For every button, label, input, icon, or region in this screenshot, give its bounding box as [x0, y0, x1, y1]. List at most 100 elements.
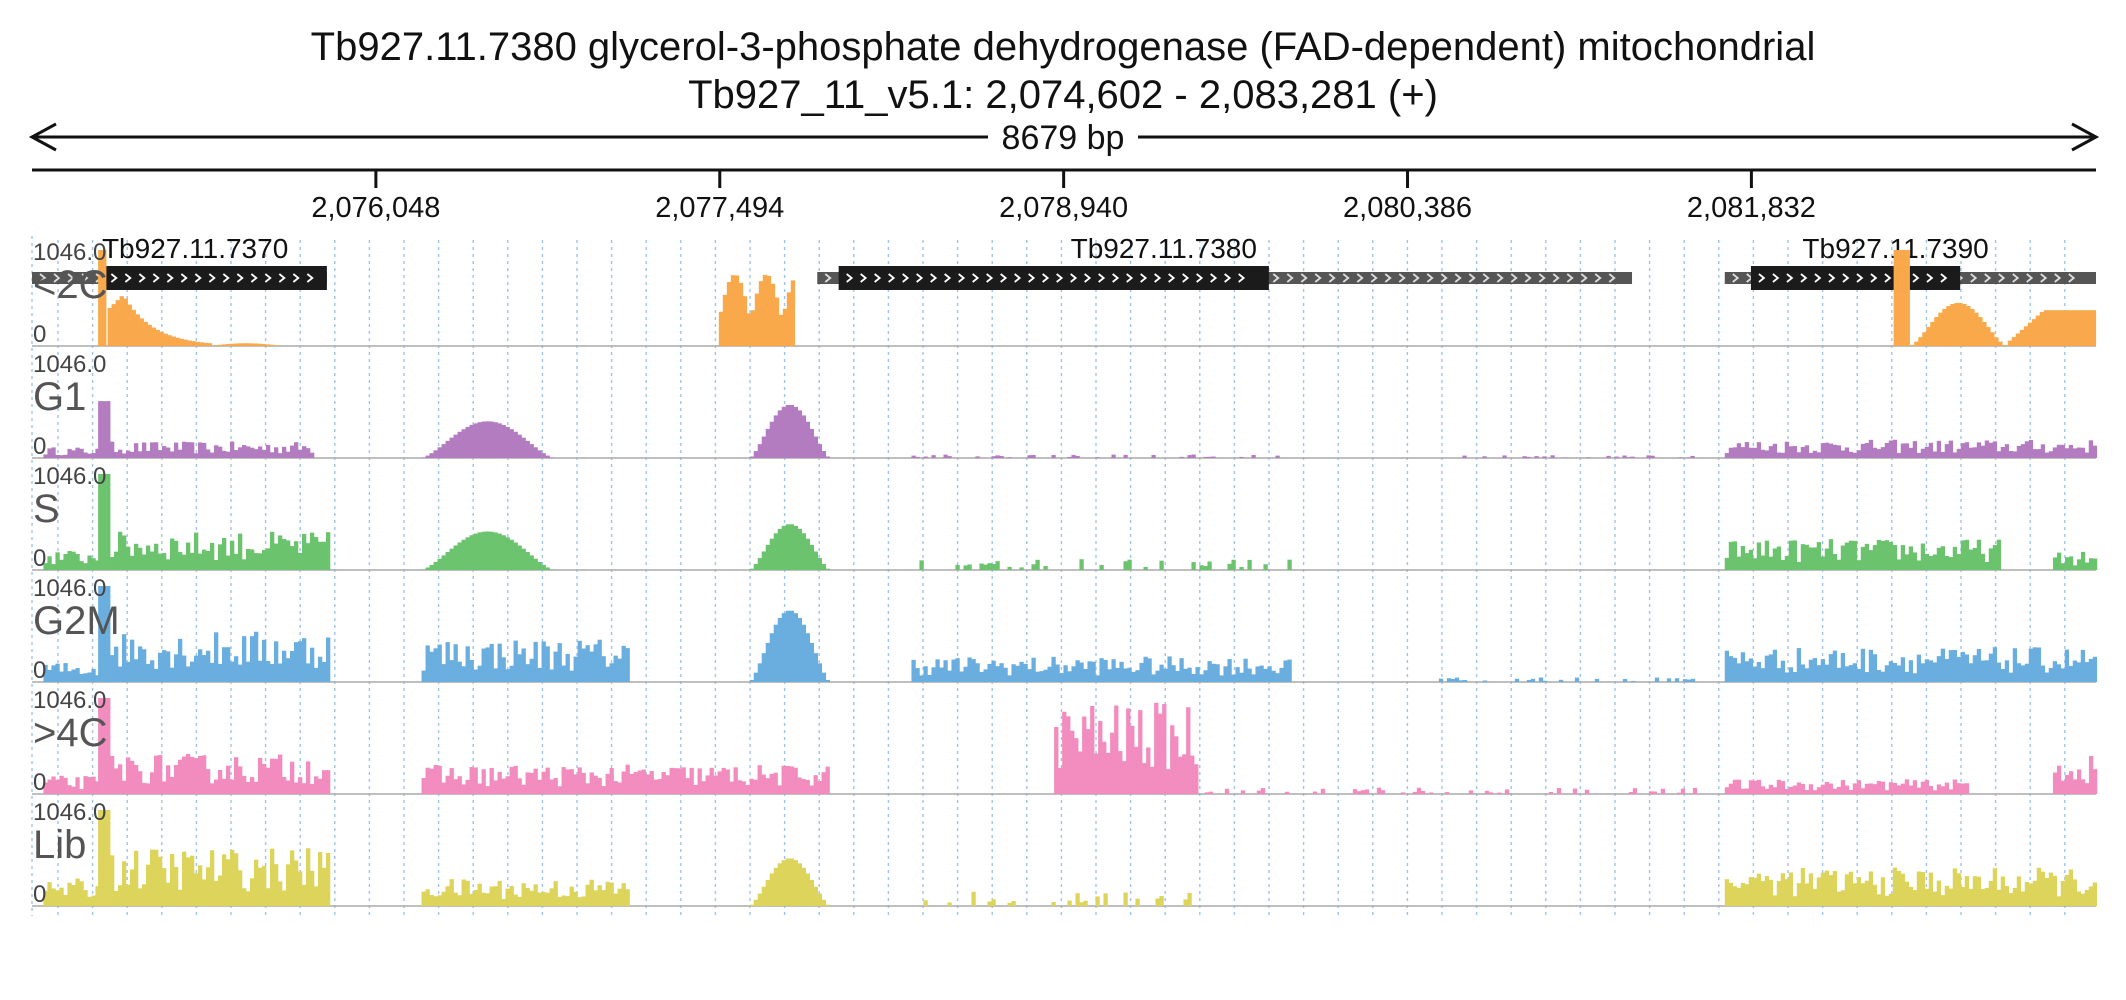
coverage-bar [154, 668, 159, 682]
coverage-bar [1756, 873, 1762, 906]
coverage-bar [457, 431, 462, 458]
coverage-bar [270, 848, 275, 906]
coverage-bar [1856, 780, 1862, 794]
coverage-bar [1924, 446, 1930, 458]
coverage-bar [246, 661, 251, 682]
coverage-bar [1752, 877, 1758, 906]
y-min-label: 0 [33, 545, 46, 572]
coverage-bar [98, 474, 103, 570]
coverage-bar [1468, 790, 1474, 794]
cds-chevron [292, 273, 300, 283]
coverage-bar [753, 899, 759, 906]
coverage-bar [1904, 779, 1910, 794]
x-tick-label: 2,078,940 [999, 192, 1128, 224]
coverage-bar [107, 308, 112, 346]
cds-chevron [1884, 273, 1892, 283]
coverage-bar [705, 775, 710, 794]
coverage-bar [322, 867, 327, 906]
coverage-bar [1904, 671, 1910, 682]
coverage-bar [613, 655, 618, 682]
coverage-bar [2088, 558, 2094, 570]
coverage-bar [274, 864, 279, 906]
coverage-bar [609, 663, 614, 682]
coverage-bar [1960, 443, 1966, 458]
coverage-bar [2075, 310, 2081, 346]
coverage-bar [79, 561, 84, 570]
coverage-bar [1416, 787, 1422, 794]
coverage-bar [585, 645, 590, 682]
coverage-bar [1988, 548, 1994, 570]
coverage-bar [947, 902, 952, 906]
coverage-bar [246, 891, 251, 906]
coverage-bar [202, 442, 207, 458]
coverage-bar [549, 569, 554, 570]
coverage-bar [809, 879, 815, 906]
coverage-bar [294, 860, 299, 906]
coverage-bar [785, 404, 791, 458]
coverage-bar [935, 659, 940, 682]
coverage-bar [1482, 456, 1487, 458]
coverage-bar [2080, 551, 2086, 570]
coverage-bar [797, 617, 803, 682]
coverage-bar [1808, 659, 1814, 682]
coverage-bar [266, 888, 271, 906]
coverage-bar [1992, 441, 1998, 458]
coverage-bar [1792, 896, 1798, 906]
coverage-bar [1287, 559, 1292, 570]
coverage-bar [1211, 456, 1216, 458]
coverage-bar [625, 648, 630, 682]
coverage-bar [1980, 445, 1986, 458]
cds-chevron [194, 273, 202, 283]
coverage-bar [753, 564, 759, 570]
coverage-bar [106, 474, 111, 570]
coverage-bar [1808, 784, 1814, 794]
coverage-bar [1918, 337, 1923, 346]
coverage-bar [2076, 447, 2082, 458]
coverage-bar [1956, 656, 1962, 682]
coverage-bar [306, 848, 311, 906]
utr-chevron [1454, 273, 1462, 283]
coverage-bar [1190, 755, 1195, 794]
coverage-bar [1848, 451, 1854, 458]
coverage-bar [1094, 753, 1099, 794]
coverage-bar [469, 767, 474, 794]
coverage-bar [1984, 660, 1990, 682]
coverage-bar [697, 768, 702, 794]
coverage-bar [1007, 675, 1012, 682]
coverage-bar [919, 560, 924, 570]
coverage-bar [817, 558, 823, 570]
coverage-bar [477, 783, 482, 794]
coverage-bar [1956, 554, 1962, 570]
coverage-bar [186, 857, 191, 906]
coverage-bar [1150, 766, 1155, 794]
coverage-bar [2012, 887, 2018, 906]
coverage-bar [749, 904, 755, 906]
coverage-bar [1063, 665, 1068, 682]
coverage-bar [1994, 337, 1999, 346]
coverage-bar [2060, 563, 2066, 570]
coverage-bar [971, 659, 976, 682]
coverage-bar [1728, 783, 1734, 794]
coverage-bar [2052, 875, 2058, 906]
coverage-bar [1756, 661, 1762, 682]
coverage-bar [1868, 783, 1874, 794]
y-max-label: 1046.0 [33, 687, 106, 714]
track-name-label: <2C [33, 263, 108, 307]
coverage-bar [146, 783, 151, 794]
coverage-bar [87, 555, 92, 570]
coverage-bar [1728, 882, 1734, 906]
coverage-bar [1896, 559, 1902, 570]
coverage-bar [497, 423, 502, 458]
coverage-bar [497, 533, 502, 570]
coverage-bar [939, 667, 944, 682]
coverage-bar [1680, 788, 1686, 794]
coverage-bar [1154, 702, 1159, 794]
coverage-bar [1231, 674, 1236, 682]
span-length-label: 8679 bp [1002, 119, 1125, 157]
coverage-bar [963, 666, 968, 682]
coverage-bar [1800, 783, 1806, 794]
coverage-bar [1740, 545, 1746, 570]
coverage-bar [721, 767, 726, 794]
coverage-bar [473, 767, 478, 794]
